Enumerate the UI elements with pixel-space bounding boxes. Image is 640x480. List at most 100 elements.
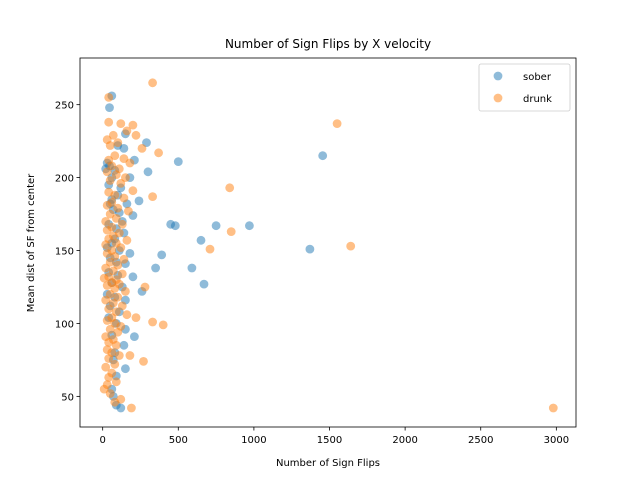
x-tick-label: 0 — [99, 435, 105, 446]
drunk-point — [116, 243, 126, 253]
x-tick-label: 500 — [169, 435, 188, 446]
drunk-point — [108, 266, 118, 276]
drunk-point — [102, 316, 112, 325]
drunk-point — [111, 214, 121, 223]
drunk-point — [125, 351, 135, 360]
x-tick-label: 3000 — [544, 435, 569, 446]
drunk-point — [108, 130, 118, 140]
drunk-point — [105, 209, 115, 219]
drunk-point — [110, 284, 120, 293]
x-tick-label: 1000 — [241, 435, 266, 446]
drunk-point — [332, 119, 342, 128]
drunk-point — [119, 193, 129, 203]
drunk-point — [128, 186, 138, 196]
drunk-point — [117, 301, 127, 311]
x-tick-label: 2000 — [392, 435, 417, 446]
drunk-point — [148, 192, 158, 202]
sober-point — [199, 279, 209, 289]
drunk-point — [104, 93, 114, 102]
sober-point — [119, 340, 129, 350]
sober-point — [143, 167, 153, 177]
drunk-point — [105, 389, 115, 398]
drunk-point — [105, 176, 115, 185]
sober-point — [187, 263, 197, 273]
drunk-point — [121, 287, 130, 296]
drunk-point — [139, 357, 148, 366]
drunk-point — [154, 148, 164, 158]
sober-point — [116, 403, 126, 413]
drunk-point — [117, 269, 127, 279]
sober-point — [121, 364, 130, 374]
sober-point — [157, 250, 167, 260]
sober-point — [105, 103, 114, 112]
sober-point — [125, 249, 135, 258]
drunk-point — [346, 241, 356, 251]
drunk-point — [104, 304, 114, 314]
sober-point — [211, 221, 221, 231]
sober-point — [245, 221, 254, 231]
x-axis-label: Number of Sign Flips — [276, 458, 380, 469]
drunk-point — [110, 359, 120, 369]
drunk-point — [226, 227, 236, 237]
legend-marker-sober — [493, 71, 503, 81]
drunk-point — [225, 183, 235, 193]
drunk-point — [104, 373, 114, 382]
y-tick-label: 100 — [55, 319, 74, 330]
drunk-point — [110, 190, 120, 200]
drunk-point — [105, 141, 115, 150]
drunk-point — [119, 254, 129, 264]
drunk-point — [102, 249, 112, 258]
x-tick-label: 2500 — [468, 435, 493, 446]
drunk-point — [114, 351, 124, 360]
drunk-point — [122, 235, 132, 245]
drunk-point — [126, 403, 136, 413]
drunk-point — [111, 377, 121, 387]
legend-label-drunk: drunk — [523, 94, 552, 105]
drunk-point — [102, 225, 112, 235]
drunk-point — [110, 151, 120, 161]
plot-area — [79, 57, 577, 428]
x-tick-label: 1500 — [317, 435, 342, 446]
drunk-point — [148, 317, 158, 327]
sober-point — [173, 157, 183, 167]
chart-title: Number of Sign Flips by X velocity — [225, 37, 431, 51]
plot-frame — [79, 57, 577, 428]
sober-point — [130, 332, 139, 341]
drunk-point — [101, 240, 111, 250]
drunk-point — [111, 170, 121, 180]
y-tick-label: 50 — [61, 392, 74, 403]
drunk-point — [131, 130, 141, 140]
legend-marker-drunk — [493, 93, 503, 103]
x-axis: 0 500 1000 1500 2000 2500 3000 — [99, 427, 569, 446]
drunk-point — [99, 273, 109, 283]
drunk-point — [148, 78, 158, 88]
sober-point — [151, 263, 161, 273]
legend: sober drunk — [478, 63, 571, 112]
drunk-point — [113, 327, 123, 337]
sober-point — [119, 144, 129, 153]
drunk-point — [116, 179, 126, 188]
y-tick-label: 250 — [55, 101, 74, 112]
drunk-point — [116, 119, 126, 128]
y-tick-label: 150 — [55, 247, 74, 258]
sober-point — [318, 151, 328, 161]
y-tick-label: 200 — [55, 174, 74, 185]
drunk-point — [101, 217, 111, 226]
drunk-point — [131, 313, 141, 322]
drunk-point — [107, 161, 117, 171]
drunk-point — [548, 403, 558, 413]
drunk-point — [102, 200, 112, 210]
drunk-point — [104, 338, 114, 347]
sober-point — [196, 235, 206, 245]
sober-point — [134, 196, 144, 206]
sober-point — [305, 244, 315, 254]
drunk-point — [140, 282, 150, 292]
drunk-point — [122, 126, 132, 136]
drunk-point — [205, 244, 215, 254]
legend-label-sober: sober — [523, 72, 552, 83]
y-axis-label: Mean dist of SF from center — [26, 173, 37, 312]
series-drunk — [99, 78, 558, 413]
sober-point — [128, 272, 138, 282]
drunk-point — [102, 167, 112, 177]
